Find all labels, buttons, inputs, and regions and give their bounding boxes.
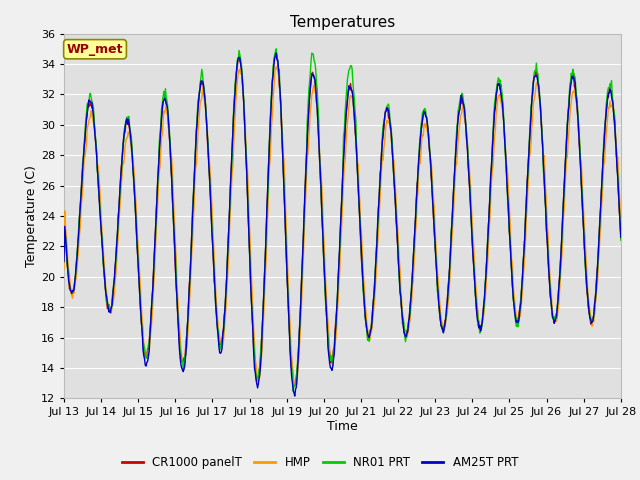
X-axis label: Time: Time [327,420,358,433]
Legend: CR1000 panelT, HMP, NR01 PRT, AM25T PRT: CR1000 panelT, HMP, NR01 PRT, AM25T PRT [117,452,523,474]
Title: Temperatures: Temperatures [290,15,395,30]
Y-axis label: Temperature (C): Temperature (C) [25,165,38,267]
Text: WP_met: WP_met [67,43,124,56]
